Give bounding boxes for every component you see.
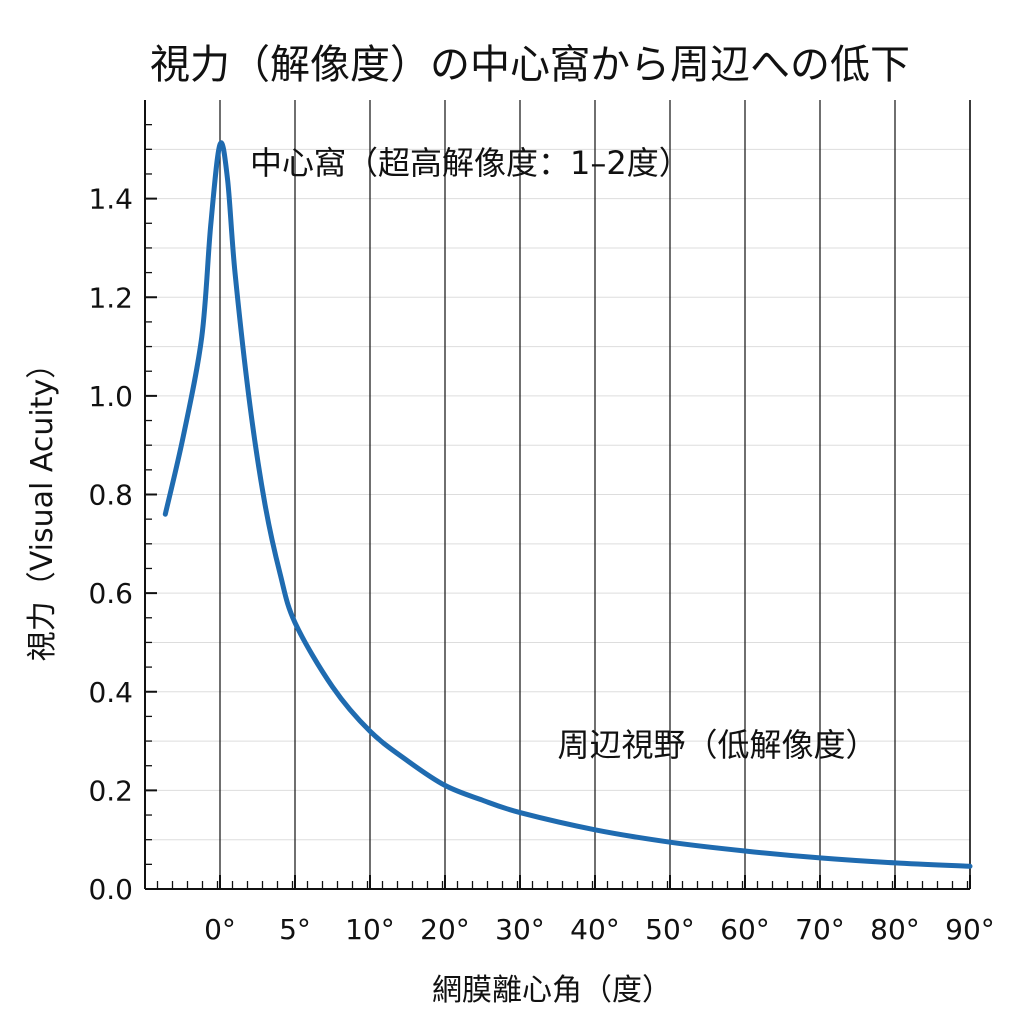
x-tick-label: 70° bbox=[795, 913, 845, 946]
axis-layer: 0.0 0.2 0.4 0.6 0.8 1.0 1.2 1.4 0° 5° 10° 20° 30° 40°… bbox=[88, 100, 995, 946]
annotation-periphery: 周辺視野（低解像度） bbox=[558, 726, 878, 764]
y-tick-label: 0.4 bbox=[88, 676, 133, 709]
x-tick-label: 5° bbox=[279, 913, 311, 946]
y-tick-label: 1.4 bbox=[88, 183, 133, 216]
annotation-layer: 中心窩（超高解像度：1–2度） 周辺視野（低解像度） bbox=[250, 144, 878, 764]
series-line bbox=[162, 140, 973, 869]
x-tick-label: 60° bbox=[720, 913, 770, 946]
x-tick-label: 10° bbox=[345, 913, 395, 946]
y-tick-label: 0.2 bbox=[88, 774, 133, 807]
x-tick-label: 30° bbox=[495, 913, 545, 946]
x-tick-label: 20° bbox=[420, 913, 470, 946]
x-tick-label: 0° bbox=[204, 913, 236, 946]
series-layer bbox=[162, 140, 973, 869]
y-axis-label: 視力（Visual Acuity） bbox=[25, 349, 60, 661]
chart-title: 視力（解像度）の中心窩から周辺への低下 bbox=[150, 42, 910, 88]
y-tick-label: 0.0 bbox=[88, 873, 133, 906]
annotation-fovea: 中心窩（超高解像度：1–2度） bbox=[250, 144, 691, 182]
y-tick-label: 0.8 bbox=[88, 479, 133, 512]
x-axis-label: 網膜離心角（度） bbox=[432, 973, 672, 1008]
y-tick-label: 1.2 bbox=[88, 281, 133, 314]
x-tick-label: 50° bbox=[645, 913, 695, 946]
y-tick-label: 0.6 bbox=[88, 577, 133, 610]
x-tick-label: 80° bbox=[870, 913, 920, 946]
x-tick-label: 40° bbox=[570, 913, 620, 946]
x-tick-label: 90° bbox=[945, 913, 995, 946]
y-tick-label: 1.0 bbox=[88, 380, 133, 413]
